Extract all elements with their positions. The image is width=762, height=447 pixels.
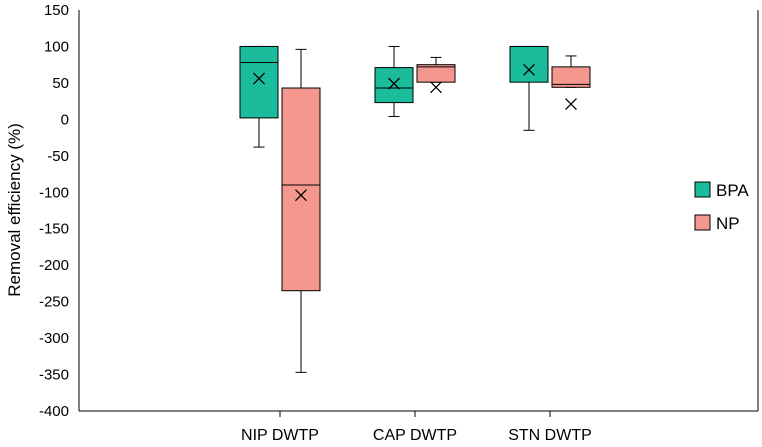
legend-label-bpa: BPA (716, 181, 749, 200)
y-tick-label: 50 (52, 75, 69, 92)
x-tick-label: STN DWTP (508, 427, 592, 444)
legend: BPA NP (694, 181, 749, 233)
box-np-1 (416, 56, 456, 94)
y-tick-label: -400 (39, 403, 69, 420)
mean-marker (565, 98, 577, 111)
box-bpa-2 (509, 45, 549, 131)
y-tick-label: -150 (39, 221, 69, 238)
mean-marker (253, 72, 265, 85)
mean-marker (388, 77, 400, 90)
legend-swatch-np (694, 214, 711, 231)
y-tick-label: -200 (39, 257, 69, 274)
box-body (416, 64, 456, 83)
y-tick-label: -300 (39, 330, 69, 347)
box-body (509, 45, 549, 83)
y-tick-label: 150 (44, 2, 69, 19)
box-bpa-1 (374, 45, 414, 117)
box-body (281, 87, 321, 292)
y-axis-title: Removal efficiency (%) (5, 123, 24, 297)
box-series (239, 45, 591, 373)
x-axis-ticks: NIP DWTP CAP DWTP STN DWTP (241, 411, 592, 444)
y-tick-label: -350 (39, 367, 69, 384)
y-tick-label: 100 (44, 38, 69, 55)
y-tick-label: -50 (47, 148, 69, 165)
mean-marker (295, 189, 307, 202)
legend-swatch-bpa (694, 181, 711, 198)
x-tick-label: NIP DWTP (241, 427, 319, 444)
y-tick-label: -250 (39, 294, 69, 311)
box-body (374, 67, 414, 104)
y-axis-ticks: 150 100 50 0 -50 -100 -150 -200 -250 -300 -350 -400 (39, 2, 69, 420)
box-np-2 (551, 55, 591, 111)
x-tick-label: CAP DWTP (373, 427, 457, 444)
mean-marker (523, 63, 535, 76)
y-tick-label: 0 (61, 111, 69, 128)
mean-marker (430, 81, 442, 94)
box-body (239, 45, 279, 119)
box-body (551, 66, 591, 88)
legend-label-np: NP (716, 214, 740, 233)
y-tick-label: -100 (39, 184, 69, 201)
box-np-0 (281, 48, 321, 373)
box-bpa-0 (239, 45, 279, 148)
